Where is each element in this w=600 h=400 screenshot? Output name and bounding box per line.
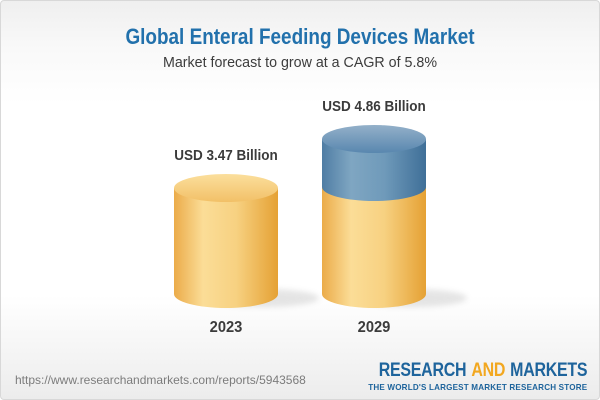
logo-wordmark: RESEARCH AND MARKETS <box>378 361 587 380</box>
bar-2023 <box>174 174 319 308</box>
report-url: https://www.researchandmarkets.com/repor… <box>15 373 306 387</box>
bar-2029-growth-segment <box>322 139 426 201</box>
bar-2029 <box>322 125 467 308</box>
bar-2023-top <box>174 174 278 202</box>
research-and-markets-logo: RESEARCH AND MARKETS THE WORLD'S LARGEST… <box>339 361 587 392</box>
bar-2029-base-segment <box>322 187 426 308</box>
value-label-2023: USD 3.47 Billion <box>174 147 278 164</box>
logo-word-research: RESEARCH <box>378 360 466 381</box>
bar-2029-top <box>322 125 426 153</box>
chart-title: Global Enteral Feeding Devices Market <box>125 24 475 49</box>
logo-word-and: AND <box>471 360 505 381</box>
value-label-2029: USD 4.86 Billion <box>322 98 426 115</box>
logo-word-markets: MARKETS <box>509 360 587 381</box>
logo-tagline: THE WORLD'S LARGEST MARKET RESEARCH STOR… <box>367 382 587 392</box>
bar-2023-body <box>174 188 278 308</box>
category-label-2029: 2029 <box>357 319 391 336</box>
category-label-2023: 2023 <box>209 319 243 336</box>
chart-subtitle: Market forecast to grow at a CAGR of 5.8… <box>162 54 438 71</box>
